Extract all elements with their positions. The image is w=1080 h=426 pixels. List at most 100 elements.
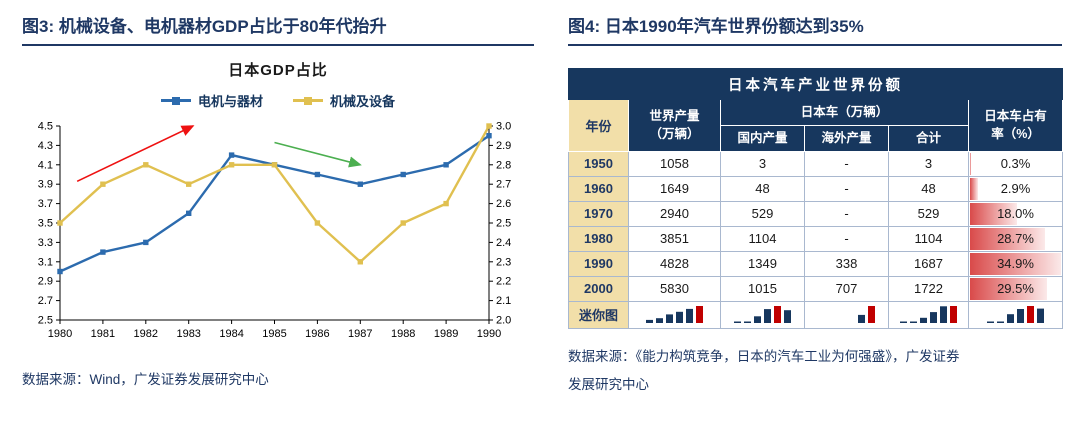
overseas-cell: -: [804, 150, 889, 177]
table-row: 1990 4828 1349 338 1687 34.9%: [568, 250, 1064, 277]
svg-text:3.0: 3.0: [496, 121, 511, 133]
total-cell: 3: [888, 150, 969, 177]
year-cell: 1970: [568, 200, 629, 227]
overseas-cell: -: [804, 200, 889, 227]
svg-text:4.5: 4.5: [38, 121, 53, 133]
col-share-line2: 率（%）: [991, 127, 1040, 142]
world-cell: 2940: [628, 200, 721, 227]
figure3-divider: [22, 44, 534, 46]
col-year-header: 年份: [568, 99, 629, 152]
chart-legend: 电机与器材 机械及设备: [22, 91, 534, 110]
year-cell: 1990: [568, 250, 629, 277]
share-cell: 34.9%: [967, 250, 1064, 277]
domestic-cell: 529: [720, 200, 805, 227]
svg-text:2.7: 2.7: [38, 295, 53, 307]
share-cell: 28.7%: [967, 225, 1064, 252]
svg-text:2.3: 2.3: [496, 256, 511, 268]
year-cell: 1960: [568, 175, 629, 202]
col-share-line1: 日本车占有: [984, 108, 1047, 123]
mini-bar-chart-share: [969, 306, 1062, 323]
share-data-bar: [970, 177, 978, 200]
world-cell: 3851: [628, 225, 721, 252]
total-cell: 1722: [888, 275, 969, 302]
col-overseas-header: 海外产量: [804, 124, 889, 152]
overseas-cell: 338: [804, 250, 889, 277]
total-cell: 48: [888, 175, 969, 202]
svg-text:1987: 1987: [348, 328, 372, 340]
share-cell: 0.3%: [967, 150, 1064, 177]
svg-text:2.0: 2.0: [496, 315, 511, 327]
svg-text:1983: 1983: [176, 328, 200, 340]
share-data-bar: [970, 277, 1048, 300]
total-cell: 529: [888, 200, 969, 227]
year-cell: 2000: [568, 275, 629, 302]
mini-share-cell: [967, 300, 1064, 329]
figure4-title: 图4: 日本1990年汽车世界份额达到35%: [568, 17, 864, 36]
svg-text:1981: 1981: [91, 328, 115, 340]
col-world-line1: 世界产量: [649, 108, 700, 123]
col-domestic-header: 国内产量: [720, 124, 805, 152]
svg-text:2.5: 2.5: [496, 218, 511, 230]
svg-text:1985: 1985: [262, 328, 286, 340]
domestic-cell: 1104: [720, 225, 805, 252]
svg-text:1989: 1989: [434, 328, 458, 340]
mini-label-cell: 迷你图: [568, 300, 629, 329]
svg-text:2.6: 2.6: [496, 198, 511, 210]
mini-world-cell: [628, 300, 721, 329]
svg-text:3.3: 3.3: [38, 237, 53, 249]
col-world-line2: （万辆）: [649, 127, 700, 142]
svg-text:2.7: 2.7: [496, 179, 511, 191]
share-data-bar: [970, 152, 971, 175]
mini-bar-chart-world: [629, 306, 720, 323]
chart-title: 日本GDP占比: [228, 62, 328, 79]
year-cell: 1980: [568, 225, 629, 252]
share-data-bar: [970, 252, 1062, 275]
share-data-bar: [970, 227, 1045, 250]
col-total-header: 合计: [888, 124, 969, 152]
svg-text:3.7: 3.7: [38, 198, 53, 210]
svg-text:2.8: 2.8: [496, 159, 511, 171]
svg-text:3.5: 3.5: [38, 218, 53, 230]
table-header-row-2: 国内产量 海外产量 合计: [569, 124, 1063, 152]
svg-text:2.4: 2.4: [496, 237, 511, 249]
legend-item: 电机与器材: [160, 91, 263, 110]
domestic-cell: 3: [720, 150, 805, 177]
mini-bar-chart-overseas: [805, 306, 888, 323]
world-cell: 4828: [628, 250, 721, 277]
svg-text:4.1: 4.1: [38, 159, 53, 171]
total-cell: 1104: [888, 225, 969, 252]
chart-area: 2.5 2.7 2.9 3.1 3.3 3.5 3.7 3.9 4.1 4.3 4.5 2.0 2.1 2…: [22, 114, 534, 353]
svg-text:2.1: 2.1: [496, 295, 511, 307]
svg-text:2.2: 2.2: [496, 276, 511, 288]
world-cell: 1649: [628, 175, 721, 202]
legend-label: 机械及设备: [330, 94, 396, 109]
mini-domestic-cell: [720, 300, 805, 329]
svg-text:2.9: 2.9: [496, 140, 511, 152]
svg-text:1986: 1986: [305, 328, 329, 340]
car-share-table: 日本汽车产业世界份额 年份 世界产量 （万辆） 日本车（万辆） 日本车占有 率（…: [567, 68, 1064, 329]
mini-bar-chart-domestic: [721, 306, 804, 323]
share-cell: 2.9%: [967, 175, 1064, 202]
table-title-row: 日本汽车产业世界份额: [567, 68, 1064, 100]
col-share-header: 日本车占有 率（%）: [967, 99, 1064, 152]
overseas-cell: -: [804, 225, 889, 252]
mini-total-cell: [888, 300, 969, 329]
mini-chart-row: 迷你图: [568, 300, 1064, 329]
share-cell: 29.5%: [967, 275, 1064, 302]
table-row: 1960 1649 48-48 2.9%: [568, 175, 1064, 202]
svg-text:1982: 1982: [134, 328, 158, 340]
svg-text:3.9: 3.9: [38, 179, 53, 191]
mini-bar-chart-total: [889, 306, 968, 323]
figure4-panel: 图4: 日本1990年汽车世界份额达到35% 日本汽车产业世界份额 年份 世界产…: [548, 0, 1080, 426]
domestic-cell: 1349: [720, 250, 805, 277]
figure4-source: 数据来源：《能力构筑竞争，日本的汽车工业为何强盛》，广发证券发展研究中心: [568, 348, 960, 392]
world-cell: 5830: [628, 275, 721, 302]
table-row: 1950 1058 3-3 0.3%: [568, 150, 1064, 177]
table-header-row-1: 年份 世界产量 （万辆） 日本车（万辆） 日本车占有 率（%）: [568, 99, 1064, 152]
legend-item: 机械及设备: [293, 91, 395, 110]
world-cell: 1058: [628, 150, 721, 177]
overseas-cell: -: [804, 175, 889, 202]
svg-text:2.9: 2.9: [38, 276, 53, 288]
figure3-panel: 图3: 机械设备、电机器材GDP占比于80年代抬升 日本GDP占比 电机与器材 机…: [22, 17, 534, 387]
table-row: 1970 2940 529-529 18.0%: [568, 200, 1064, 227]
